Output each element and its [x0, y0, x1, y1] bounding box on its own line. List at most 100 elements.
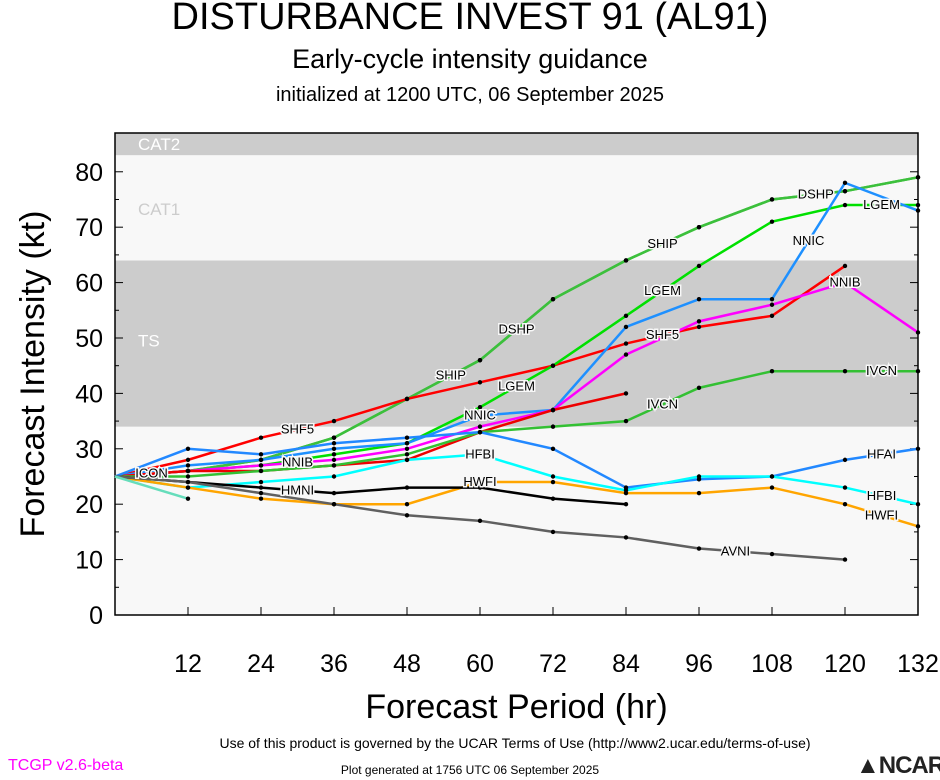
x-axis-label: Forecast Period (hr): [365, 688, 667, 726]
data-point: [477, 380, 483, 385]
chart-subtitle: Early-cycle intensity guidance: [292, 44, 648, 74]
y-tick-label: 10: [75, 547, 103, 575]
data-point: [185, 463, 191, 468]
data-point: [550, 424, 556, 429]
data-point: [477, 424, 483, 429]
data-point: [842, 280, 848, 285]
data-point: [769, 369, 775, 374]
data-point: [769, 219, 775, 224]
x-tick-label: 132: [897, 650, 939, 678]
data-point: [550, 529, 556, 535]
y-tick-label: 40: [75, 380, 103, 408]
data-point: [258, 457, 264, 463]
series-line-hwfi: [114, 475, 919, 528]
data-point: [331, 457, 337, 463]
series-label: SHF5: [281, 421, 314, 436]
x-tick-label: 120: [824, 650, 866, 678]
data-point: [842, 557, 848, 562]
series-label: HWFI: [865, 507, 898, 522]
data-point: [477, 429, 483, 435]
data-point: [550, 474, 556, 479]
series-line-hfbi: [114, 453, 919, 506]
data-point: [623, 501, 629, 507]
data-point: [550, 479, 556, 485]
data-point: [477, 452, 483, 457]
data-point: [258, 479, 264, 485]
series-label: IVCN: [647, 396, 678, 411]
data-point: [769, 551, 775, 557]
data-point: [769, 297, 775, 302]
data-point: [404, 457, 410, 463]
data-point: [915, 524, 921, 529]
data-point: [696, 263, 702, 269]
data-point: [623, 418, 629, 424]
data-point: [185, 457, 191, 463]
data-point: [842, 485, 848, 490]
ncar-logo: ▲NCAR: [856, 752, 940, 779]
data-point: [404, 446, 410, 451]
series-label: HFBI: [867, 488, 897, 503]
y-tick-label: 80: [75, 159, 103, 187]
data-point: [623, 391, 629, 396]
data-point: [331, 435, 337, 440]
data-point: [185, 468, 191, 474]
data-point: [769, 313, 775, 319]
data-point: [623, 313, 629, 319]
series-label: HFBI: [465, 446, 495, 461]
series-line-hfai: [114, 430, 919, 489]
version-label: TCGP v2.6-beta: [8, 757, 124, 774]
series-label: LGEM: [644, 283, 681, 298]
data-point: [258, 452, 264, 457]
data-point: [185, 446, 191, 451]
band-label: CAT1: [138, 200, 180, 219]
data-point: [623, 341, 629, 346]
y-tick-label: 30: [75, 436, 103, 464]
band-cat1: [115, 155, 918, 261]
data-point: [842, 202, 848, 208]
data-point: [331, 441, 337, 446]
data-point: [623, 535, 629, 540]
series-line-ivcn: [115, 369, 918, 478]
data-point: [185, 479, 191, 485]
generated-time: Plot generated at 1756 UTC 06 September …: [340, 763, 600, 777]
data-point: [550, 363, 556, 368]
data-point: [769, 197, 775, 202]
data-point: [915, 501, 921, 507]
data-point: [623, 258, 629, 263]
data-point: [915, 208, 921, 213]
series-label: ICON: [135, 466, 168, 481]
series-line-nnib: [114, 281, 919, 478]
data-point: [842, 501, 848, 507]
data-point: [696, 546, 702, 551]
data-point: [258, 490, 264, 496]
series-label: NNIB: [829, 275, 860, 290]
chart-title: DISTURBANCE INVEST 91 (AL91): [171, 0, 769, 38]
data-point: [623, 324, 629, 330]
data-point: [477, 518, 483, 524]
series-label: LGEM: [863, 197, 900, 212]
x-tick-label: 72: [539, 650, 567, 678]
data-point: [185, 485, 191, 490]
x-tick-label: 84: [612, 650, 640, 678]
data-point: [915, 175, 921, 180]
series-line-unnamed: [114, 475, 189, 500]
data-point: [404, 452, 410, 457]
data-point: [258, 468, 264, 474]
data-point: [331, 452, 337, 457]
init-time: initialized at 1200 UTC, 06 September 20…: [275, 84, 664, 106]
x-tick-label: 108: [751, 650, 793, 678]
series-label: HFAI: [867, 446, 896, 461]
band-label: CAT2: [138, 135, 180, 154]
series-label: DSHP: [498, 322, 534, 337]
data-point: [404, 513, 410, 518]
series-label: SHIP: [436, 368, 466, 383]
y-axis-label: Forecast Intensity (kt): [14, 211, 52, 538]
data-point: [696, 385, 702, 391]
series-layer: SHIPDSHPSHF5LGEMNNICNNIBICONIVCNHFAIHFBI…: [114, 175, 921, 562]
y-tick-label: 60: [75, 270, 103, 298]
x-tick-label: 48: [393, 650, 421, 678]
data-point: [842, 263, 848, 269]
y-tick-label: 0: [89, 602, 103, 630]
